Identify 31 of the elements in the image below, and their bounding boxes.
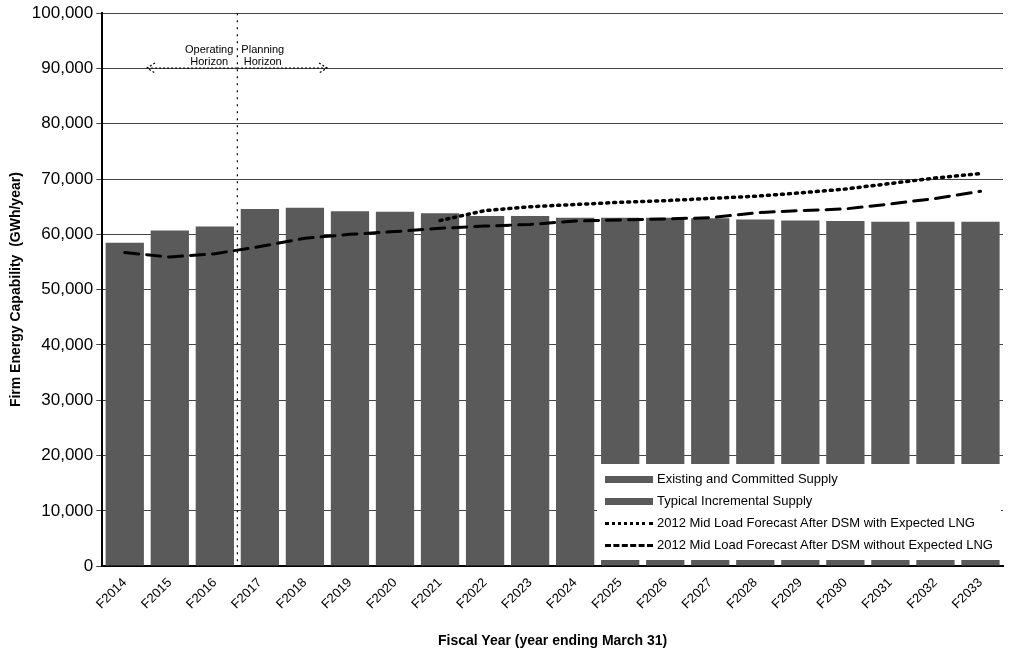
legend-label: Existing and Committed Supply: [656, 470, 838, 489]
bar: [465, 216, 505, 566]
annotation: Operating Horizon: [185, 43, 234, 68]
y-tick-label: 90,000: [41, 58, 94, 78]
y-tick-label: 10,000: [41, 500, 94, 520]
legend-label: 2012 Mid Load Forecast After DSM with Expected LNG: [656, 514, 975, 533]
y-tick-label: 60,000: [41, 224, 94, 244]
bar: [285, 207, 325, 566]
y-tick-label: 80,000: [41, 113, 94, 133]
y-tick-label: 20,000: [41, 445, 94, 465]
y-tick-label: 30,000: [41, 389, 94, 409]
legend-label: 2012 Mid Load Forecast After DSM without Expected LNG: [656, 536, 993, 555]
y-tick-label: 40,000: [41, 334, 94, 354]
bar: [240, 208, 280, 566]
bar: [330, 211, 370, 566]
line-series: [438, 171, 983, 223]
y-tick-label: 100,000: [31, 2, 94, 22]
bar: [150, 230, 189, 566]
y-tick-label: 0: [83, 555, 94, 575]
bar: [510, 216, 550, 566]
bar: [195, 226, 234, 566]
x-axis-title: Fiscal Year (year ending March 31): [437, 632, 668, 649]
y-axis-title: Firm Energy Capability (GWh/year): [7, 172, 24, 408]
annotation: Planning Horizon: [241, 43, 285, 68]
bar: [420, 213, 460, 566]
y-tick-label: 50,000: [41, 279, 94, 299]
bar: [105, 242, 144, 566]
legend-label: Typical Incremental Supply: [656, 492, 813, 511]
bar: [375, 211, 415, 566]
y-tick-label: 70,000: [41, 168, 94, 188]
bar: [556, 217, 595, 566]
